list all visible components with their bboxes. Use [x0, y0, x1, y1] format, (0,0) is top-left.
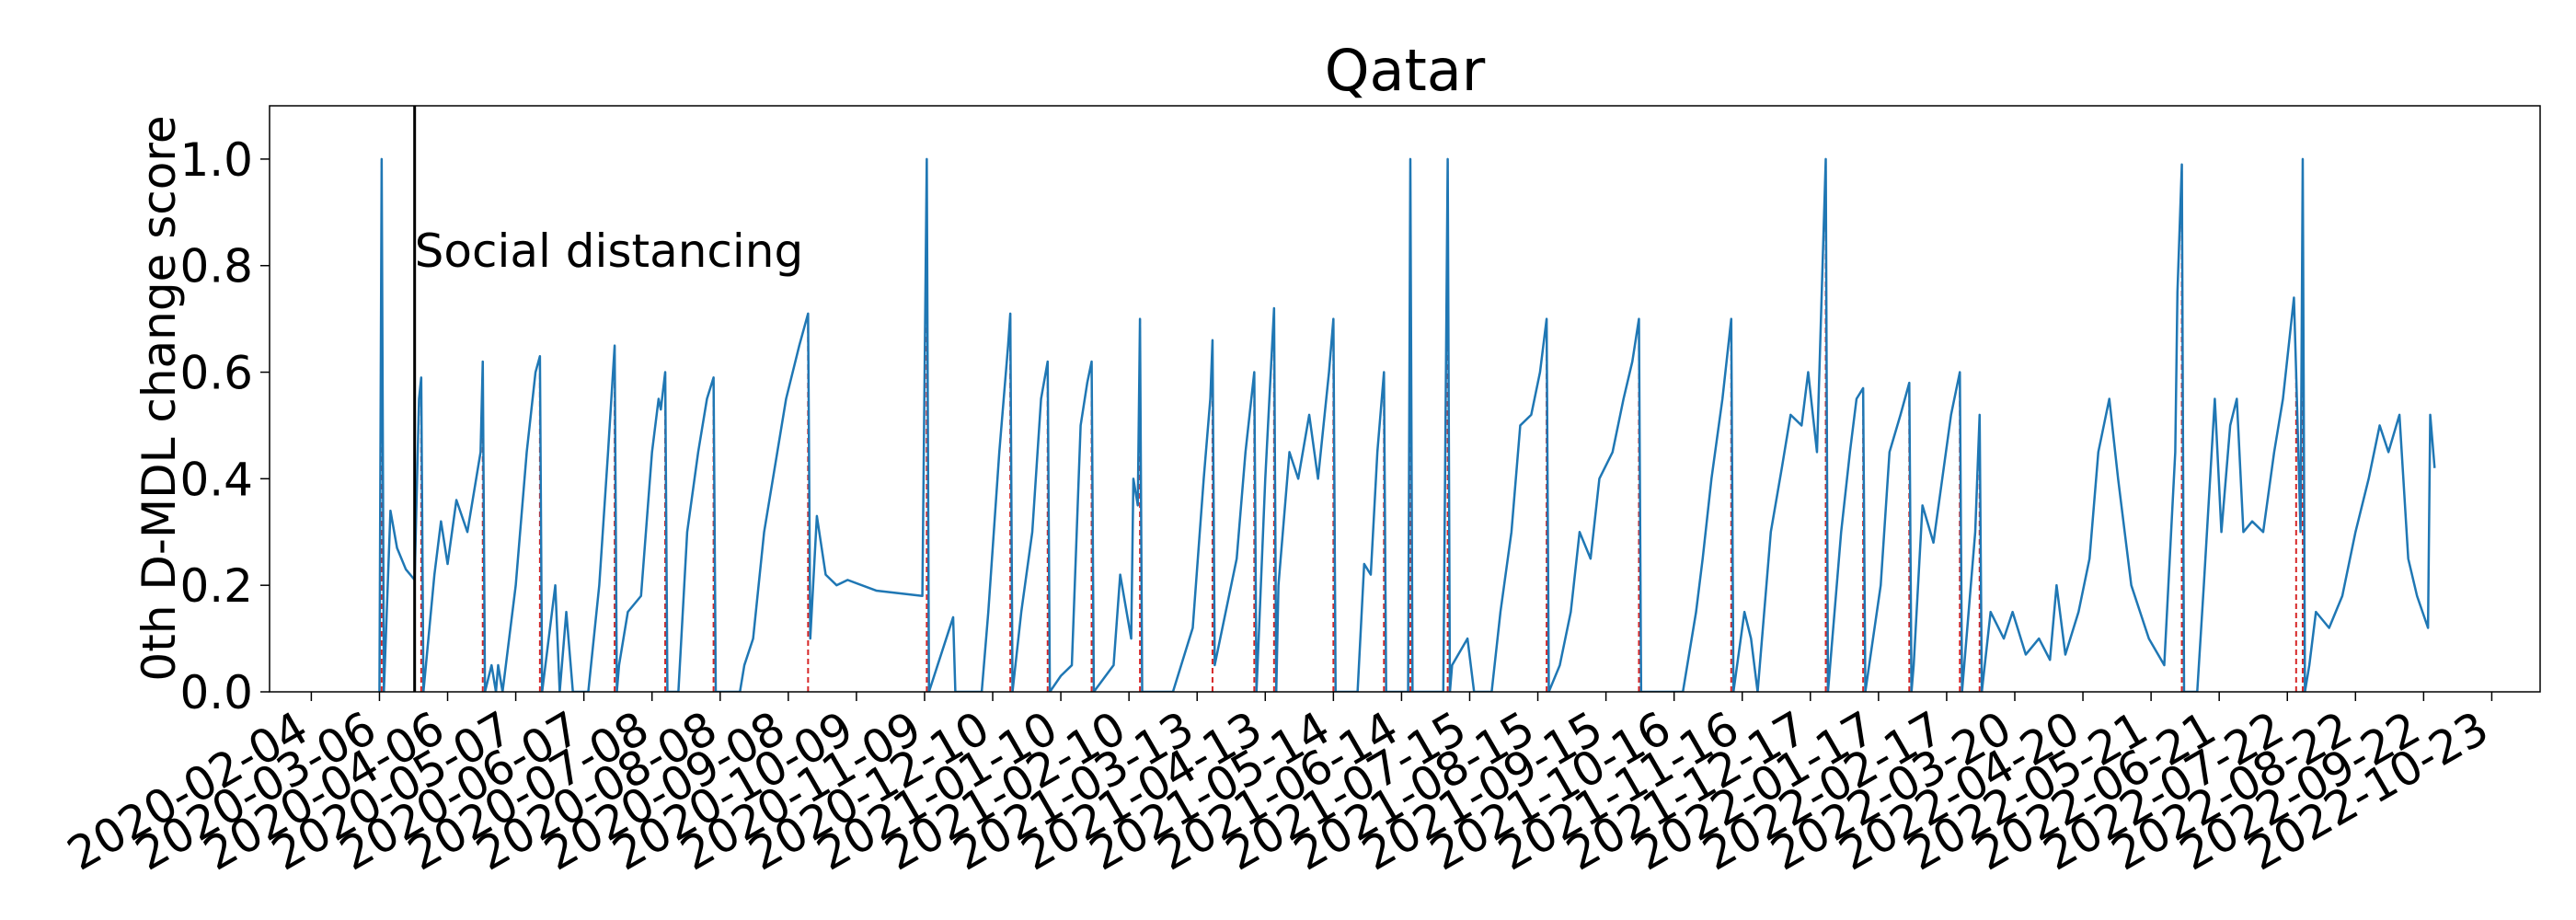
- plot-area: [378, 106, 2436, 692]
- data-line: [378, 157, 2436, 692]
- chart-title: Qatar: [1325, 37, 1486, 104]
- y-tick-label: 1.0: [179, 133, 253, 187]
- y-tick-label: 0.6: [179, 347, 253, 400]
- y-tick-label: 0.2: [179, 559, 253, 613]
- y-tick-label: 0.0: [179, 666, 253, 719]
- plot-frame: [269, 105, 2541, 693]
- event-label: Social distancing: [415, 224, 804, 278]
- y-axis-label: 0th D-MDL change score: [132, 115, 186, 681]
- y-tick-label: 0.4: [179, 453, 253, 506]
- y-tick-label: 0.8: [179, 240, 253, 293]
